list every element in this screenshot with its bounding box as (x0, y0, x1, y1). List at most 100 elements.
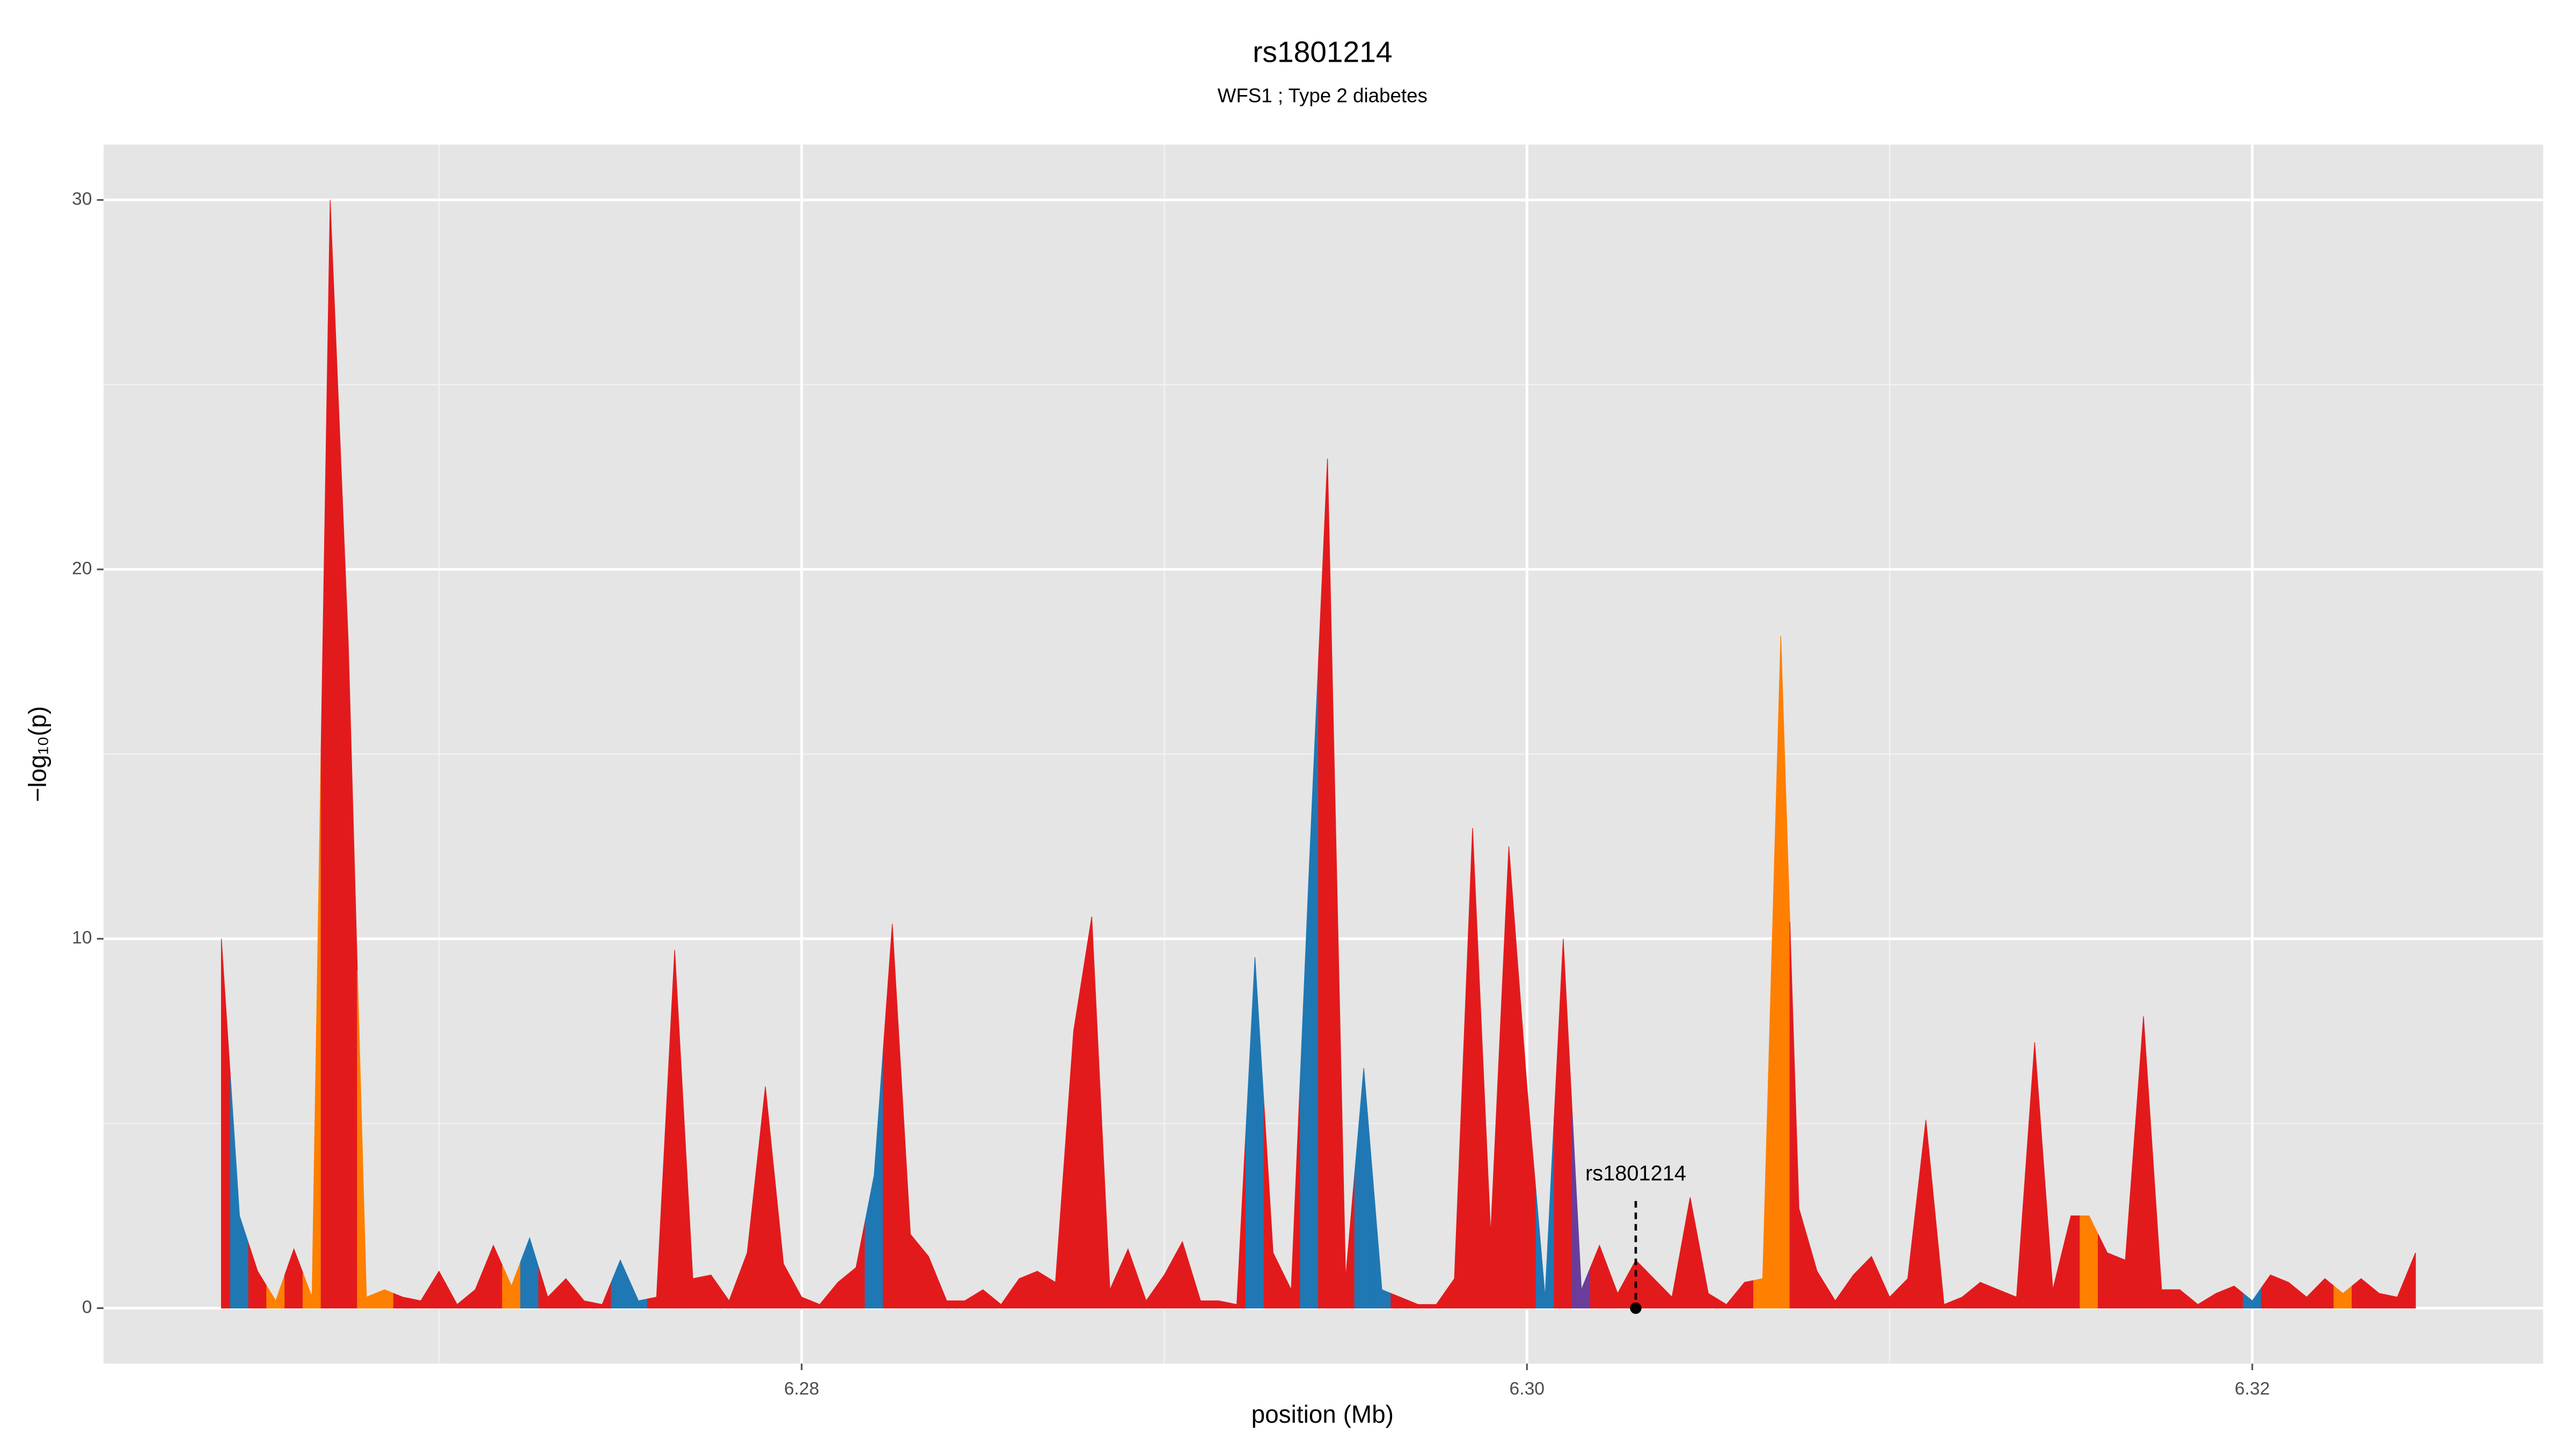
area-segment (230, 1077, 249, 1309)
area-segment (466, 1267, 485, 1309)
area-segment (1699, 1245, 1718, 1309)
y-tick-label: 20 (72, 559, 92, 579)
area-segment (1100, 1103, 1119, 1309)
chart-subtitle: WFS1 ; Type 2 diabetes (1218, 84, 1428, 106)
area-segment (574, 1289, 594, 1309)
area-segment (701, 1274, 721, 1309)
area-segment (302, 748, 321, 1309)
area-segment (1209, 1300, 1228, 1309)
area-segment (1118, 1248, 1138, 1309)
area-segment (1971, 1282, 1990, 1309)
area-segment (810, 1292, 830, 1309)
annotation-label: rs1801214 (1585, 1161, 1686, 1185)
area-segment (774, 1175, 793, 1309)
area-segment (2352, 1278, 2371, 1309)
area-segment (1663, 1247, 1682, 1309)
area-segment (1137, 1275, 1156, 1309)
x-tick-label: 6.28 (784, 1379, 819, 1399)
area-segment (756, 1086, 775, 1309)
area-segment (883, 924, 902, 1309)
area-segment (1028, 1271, 1047, 1309)
x-tick-label: 6.32 (2235, 1379, 2270, 1399)
area-segment (720, 1276, 739, 1309)
area-segment (1898, 1199, 1918, 1309)
area-segment (2152, 1153, 2171, 1309)
area-segment (339, 421, 358, 1309)
area-segment (937, 1278, 956, 1309)
area-segment (1336, 868, 1355, 1309)
area-segment (2279, 1278, 2298, 1309)
area-segment (2134, 1016, 2153, 1309)
area-segment (284, 1248, 304, 1309)
area-segment (1535, 1118, 1555, 1309)
area-segment (1843, 1264, 1863, 1309)
area-segment (448, 1287, 467, 1309)
area-segment (2007, 1169, 2026, 1309)
area-segment (429, 1270, 449, 1309)
area-segment (991, 1290, 1011, 1309)
area-segment (611, 1259, 630, 1309)
y-axis-label: −log₁₀(p) (24, 706, 52, 802)
area-segment (2080, 1215, 2099, 1309)
area-segment (393, 1293, 412, 1309)
area-segment (1644, 1268, 1664, 1309)
area-segment (1916, 1119, 1936, 1309)
area-segment (592, 1282, 612, 1309)
area-segment (2315, 1278, 2334, 1309)
area-segment (2025, 1042, 2044, 1309)
area-segment (1989, 1285, 2008, 1309)
area-segment (1481, 1031, 1501, 1309)
area-segment (1282, 1077, 1301, 1309)
area-segment (2188, 1296, 2207, 1309)
area-segment (1082, 916, 1101, 1309)
area-segment (1499, 846, 1518, 1309)
area-segment (828, 1274, 847, 1309)
area-segment (411, 1285, 430, 1309)
area-segment (1952, 1289, 1972, 1309)
area-segment (1191, 1271, 1210, 1309)
area-segment (2097, 1234, 2117, 1309)
area-segment (1409, 1300, 1428, 1309)
area-segment (2369, 1285, 2389, 1309)
area-segment (1173, 1241, 1192, 1309)
chart-title: rs1801214 (1253, 35, 1392, 69)
area-segment (1372, 1179, 1392, 1309)
area-segment (2043, 1166, 2062, 1309)
area-segment (556, 1278, 575, 1309)
area-segment (520, 1236, 539, 1309)
area-segment (1318, 458, 1337, 1309)
area-segment (865, 1049, 884, 1309)
area-segment (248, 1243, 267, 1309)
area-segment (1154, 1258, 1174, 1309)
area-segment (1391, 1293, 1410, 1309)
area-segment (1463, 828, 1482, 1309)
area-segment (1717, 1292, 1736, 1309)
area-segment (1807, 1240, 1827, 1309)
area-segment (2061, 1215, 2081, 1309)
area-segment (955, 1294, 975, 1309)
x-tick-label: 6.30 (1510, 1379, 1545, 1399)
area-segment (1880, 1276, 1899, 1309)
area-segment (502, 1262, 521, 1309)
area-segment (1735, 1280, 1754, 1309)
area-segment (538, 1267, 558, 1309)
area-segment (1354, 1068, 1373, 1309)
area-segment (792, 1280, 811, 1309)
area-segment (375, 1289, 394, 1309)
area-segment (901, 1079, 920, 1309)
area-segment (2333, 1285, 2353, 1309)
area-segment (1009, 1274, 1029, 1309)
area-segment (919, 1244, 938, 1309)
area-segment (1263, 1104, 1283, 1309)
area-segment (2116, 1138, 2135, 1309)
area-segment (1590, 1244, 1609, 1309)
area-segment (1517, 966, 1536, 1309)
area-segment (2224, 1285, 2244, 1309)
y-tick-label: 0 (82, 1297, 92, 1317)
area-segment (974, 1289, 993, 1309)
area-segment (2406, 1253, 2416, 1309)
area-segment (2243, 1286, 2262, 1309)
area-segment (683, 1114, 702, 1309)
